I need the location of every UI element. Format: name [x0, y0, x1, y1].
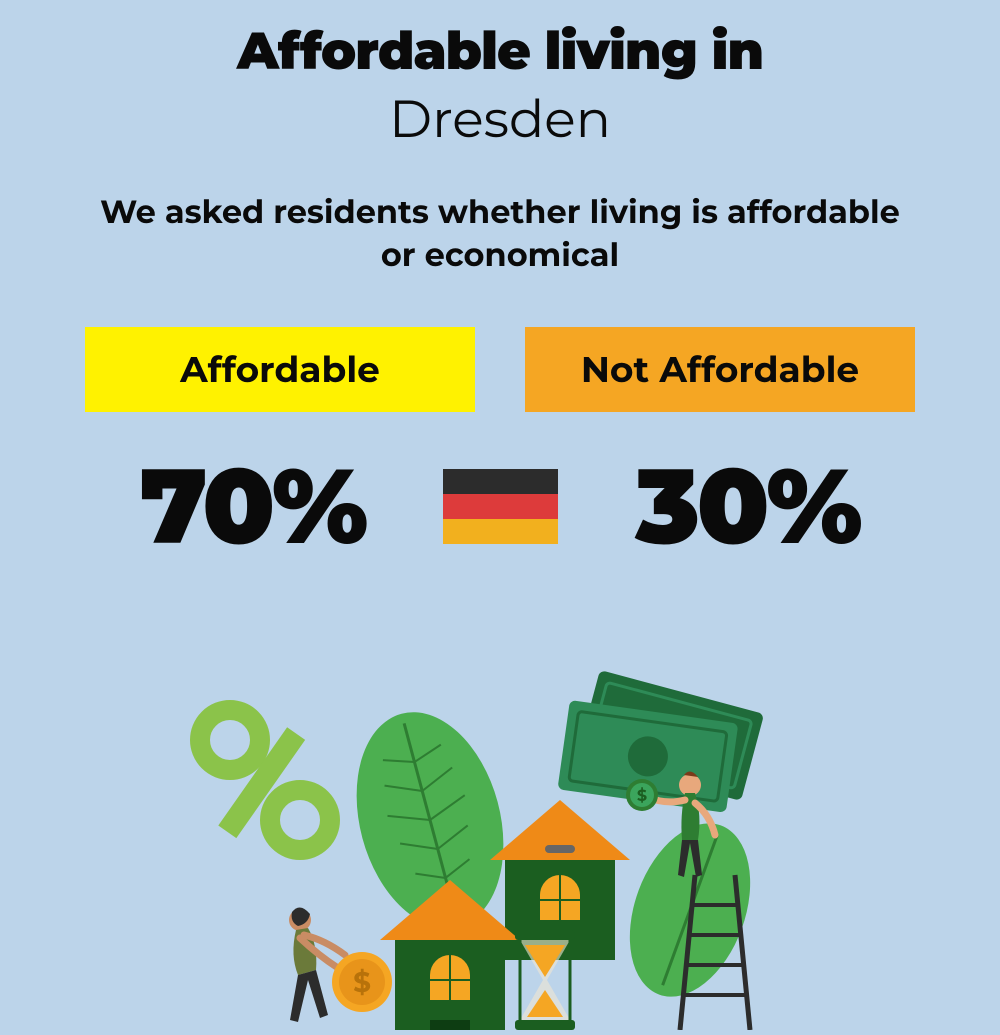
- germany-flag-icon: [443, 469, 558, 544]
- flag-stripe-black: [443, 469, 558, 494]
- svg-text:$: $: [637, 787, 647, 806]
- value-affordable: 70%: [93, 442, 413, 570]
- savings-house-illustration: $ $: [150, 650, 850, 1030]
- page-title-line2: Dresden: [0, 88, 1000, 151]
- flag-stripe-red: [443, 494, 558, 519]
- value-not-affordable: 30%: [588, 442, 908, 570]
- values-row: 70% 30%: [0, 442, 1000, 570]
- flag-stripe-gold: [443, 519, 558, 544]
- labels-row: Affordable Not Affordable: [0, 327, 1000, 412]
- label-affordable: Affordable: [85, 327, 475, 412]
- label-not-affordable: Not Affordable: [525, 327, 915, 412]
- page-subtitle: We asked residents whether living is aff…: [0, 191, 1000, 277]
- page-title-line1: Affordable living in: [0, 20, 1000, 83]
- svg-text:$: $: [353, 966, 371, 1000]
